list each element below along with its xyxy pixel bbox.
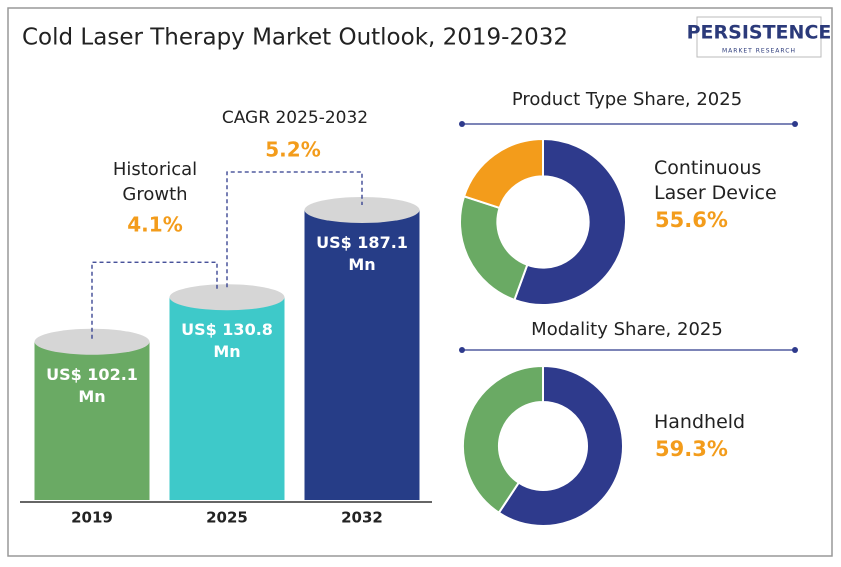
annotation-value: 4.1% (127, 213, 182, 237)
x-tick-label: 2019 (71, 509, 113, 527)
cylinder-body (169, 297, 285, 500)
segment-value: 59.3% (655, 437, 728, 461)
value-label: US$ 130.8 Mn (181, 320, 273, 362)
annotation-label: Historical Growth (112, 159, 198, 205)
logo-box (696, 16, 822, 58)
donut-segment (462, 137, 544, 210)
page-title: Cold Laser Therapy Market Outlook, 2019-… (22, 25, 568, 51)
cylinder-body (304, 210, 420, 500)
segment-label: Continuous Laser Device (654, 157, 777, 204)
donut-segment (513, 137, 627, 306)
annotation-label-box: Historical Growth (112, 159, 198, 205)
segment-label-box: Handheld (654, 411, 746, 433)
cylinder-body (34, 341, 150, 500)
x-tick-label: 2025 (206, 509, 248, 527)
segment-label: Handheld (654, 411, 746, 433)
donut-segment (497, 364, 624, 527)
connector (226, 171, 363, 288)
segment-value: 55.6% (655, 208, 728, 232)
donut-segment (462, 364, 544, 515)
value-label-box: US$ 130.8 Mn (181, 320, 273, 362)
value-label-box: US$ 102.1 Mn (46, 364, 138, 406)
segment-label-box: Continuous Laser Device (654, 157, 777, 204)
rule-dot (792, 121, 798, 127)
rule-dot (459, 121, 465, 127)
cylinder-top (304, 197, 420, 223)
annotation-value: 5.2% (265, 138, 320, 162)
logo-tagline: MARKET RESEARCH (722, 48, 796, 55)
connector (91, 261, 218, 339)
annotation-label: CAGR 2025-2032 (222, 108, 368, 128)
logo-name: PERSISTENCE (687, 22, 832, 44)
pie-title: Product Type Share, 2025 (512, 89, 742, 110)
value-label-box: US$ 187.1 Mn (316, 233, 408, 274)
cylinder-top (169, 284, 285, 311)
rule-dot (792, 347, 798, 353)
pie-title: Modality Share, 2025 (531, 319, 723, 340)
value-label: US$ 187.1 Mn (316, 233, 408, 274)
cylinder-top (34, 328, 150, 355)
value-label: US$ 102.1 Mn (46, 364, 138, 406)
rule-dot (459, 347, 465, 353)
x-tick-label: 2032 (341, 509, 383, 527)
